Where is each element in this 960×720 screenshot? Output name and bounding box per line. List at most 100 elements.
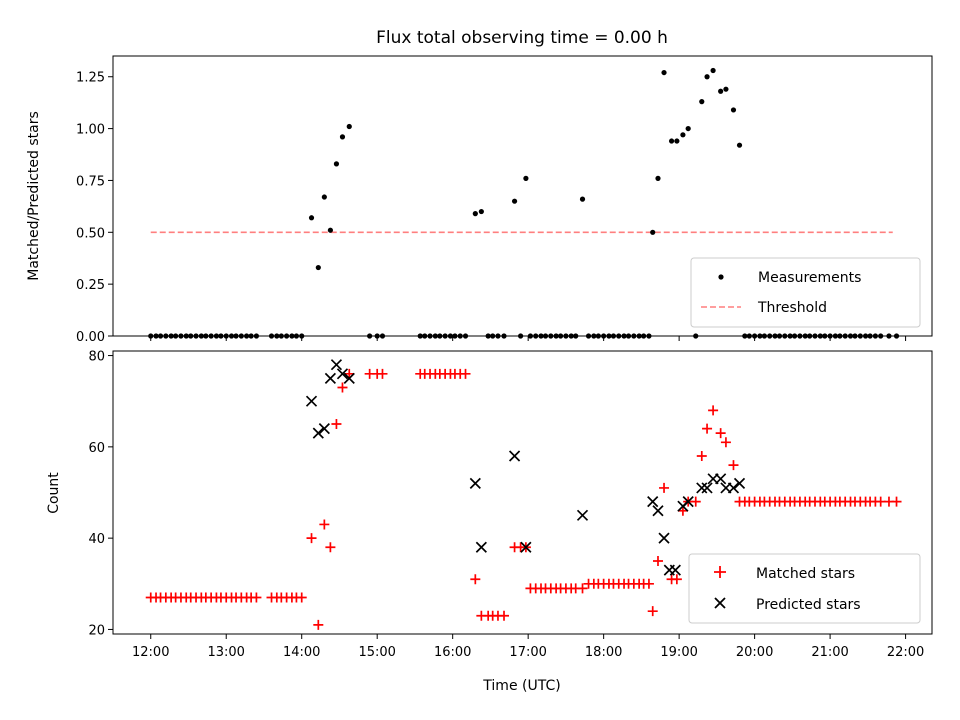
time-x-tick-label: 15:00: [358, 645, 395, 660]
measurement-point: [478, 208, 484, 215]
measurement-point: [339, 134, 346, 140]
matched-stars-point: [708, 405, 719, 416]
predicted-stars-point: [475, 541, 487, 553]
measurement-point: [333, 161, 340, 167]
measurement-point: [327, 227, 333, 233]
count-plot-frame: [112, 350, 933, 635]
chart-title: Flux total observing time = 0.00 h: [376, 28, 668, 48]
time-x-axis-label: Time (UTC): [482, 678, 560, 694]
measurement-point: [710, 67, 716, 74]
ratio-y-tick-label: 0.25: [76, 278, 105, 293]
predicted-stars-point: [336, 368, 349, 380]
measurement-point: [704, 74, 710, 80]
time-x-tick-label: 14:00: [283, 645, 320, 660]
ratio-legend-box: [690, 257, 921, 328]
ratio-y-tick-label: 1.25: [76, 71, 105, 86]
measurement-point: [680, 132, 686, 138]
predicted-stars-point: [318, 422, 330, 435]
matched-stars-point: [702, 423, 713, 434]
measurement-point: [308, 215, 315, 221]
measurement-point: [346, 123, 352, 130]
measurement-point: [472, 211, 478, 217]
measurement-point: [723, 86, 729, 92]
ratio-y-tick-label: 0.00: [76, 330, 105, 345]
count-y-tick-label: 20: [88, 623, 105, 638]
measurement-point: [674, 138, 680, 144]
ratio-y-tick-label: 0.50: [76, 226, 105, 241]
predicted-stars-point: [305, 395, 318, 407]
count-panel: Count Time (UTC) 20 40 60 80 12:00 13:00 14:00…: [46, 350, 933, 694]
measurement-point: [718, 88, 724, 94]
matched-stars-point: [659, 482, 670, 493]
threshold-legend-label: Threshold: [757, 300, 827, 316]
matched-stars-point: [715, 428, 726, 439]
matched-stars-point: [690, 496, 701, 507]
count-y-tick-label: 80: [88, 350, 105, 365]
count-y-axis-label: Count: [46, 472, 62, 514]
count-y-tick-label: 60: [88, 441, 105, 456]
predicted-stars-legend-label: Predicted stars: [756, 597, 861, 613]
measurement-point: [650, 229, 656, 235]
matched-stars-point: [319, 519, 330, 530]
matched-stars-point: [313, 619, 324, 630]
predicted-stars-point: [324, 372, 336, 384]
predicted-stars-point: [508, 450, 521, 462]
count-data-layer: [145, 359, 902, 630]
measurement-point: [511, 198, 518, 204]
predicted-stars-point: [330, 359, 343, 371]
predicted-stars-point: [312, 427, 324, 439]
time-x-tick-label: 13:00: [207, 645, 244, 660]
predicted-stars-point: [652, 505, 664, 517]
matched-stars-point: [344, 368, 355, 379]
ratio-y-axis-label: Matched/Predicted stars: [26, 111, 42, 281]
time-x-tick-label: 12:00: [132, 645, 169, 660]
predicted-stars-point: [733, 477, 746, 489]
predicted-stars-point: [469, 477, 481, 489]
predicted-stars-point: [682, 496, 694, 508]
matched-stars-point: [652, 555, 663, 566]
matched-stars-point: [499, 610, 510, 621]
count-legend: Matched stars Predicted stars: [688, 553, 921, 624]
matched-stars-point: [728, 460, 739, 471]
matched-stars-point: [331, 419, 342, 430]
measurements-legend-label: Measurements: [758, 270, 861, 286]
ratio-plot-frame: [112, 55, 933, 337]
time-x-tick-label: 21:00: [811, 645, 848, 660]
measurement-point: [655, 175, 661, 181]
matched-stars-point: [696, 450, 707, 461]
predicted-stars-legend-marker: [714, 597, 726, 609]
measurement-point: [730, 107, 737, 113]
measurement-point: [661, 69, 667, 76]
time-x-tick-label: 16:00: [434, 645, 471, 660]
time-x-tick-label: 22:00: [887, 645, 924, 660]
matched-stars-point: [643, 578, 654, 589]
predicted-stars-point: [715, 473, 727, 485]
matched-stars-point: [377, 368, 388, 379]
time-x-tick-label: 17:00: [509, 645, 546, 660]
matched-stars-point: [470, 574, 481, 585]
matched-stars-point: [306, 533, 317, 544]
matched-stars-point: [577, 583, 588, 594]
matched-stars-point: [296, 592, 307, 603]
ratio-y-tick-label: 0.75: [76, 174, 105, 189]
time-x-tick-label: 18:00: [585, 645, 622, 660]
measurement-point: [315, 264, 321, 271]
predicted-stars-point: [343, 372, 355, 384]
matched-stars-point: [720, 437, 731, 448]
measurement-point: [579, 196, 586, 202]
predicted-stars-point: [658, 532, 670, 544]
matched-stars-legend-label: Matched stars: [756, 566, 855, 582]
matched-stars-point: [251, 592, 262, 603]
predicted-stars-point: [727, 482, 740, 494]
predicted-stars-point: [576, 509, 589, 521]
time-x-tick-label: 19:00: [660, 645, 697, 660]
measurements-legend-marker: [718, 274, 724, 280]
predicted-stars-point: [669, 564, 681, 576]
measurement-point: [668, 138, 675, 144]
measurement-point: [685, 125, 691, 132]
measurement-point: [699, 99, 705, 105]
count-y-tick-label: 40: [88, 532, 105, 547]
matched-stars-point: [460, 368, 471, 379]
matched-stars-point: [647, 606, 658, 617]
